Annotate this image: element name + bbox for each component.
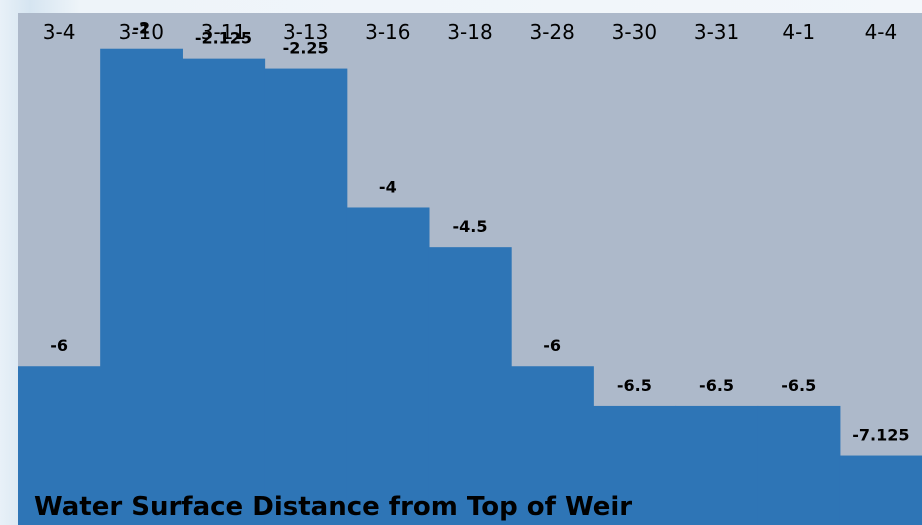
data-label: -6 xyxy=(50,336,68,355)
data-label: -6 xyxy=(543,336,561,355)
category-label: 3-13 xyxy=(283,20,328,44)
bar-3-10 xyxy=(100,48,183,525)
bar-chart: 3-4 3-10 3-11 3-13 3-16 3-18 3-28 3-30 3-31 4-1 4-… xyxy=(18,19,922,525)
data-label: -6.5 xyxy=(617,376,652,395)
category-label: 3-4 xyxy=(43,20,76,44)
data-label: -7.125 xyxy=(852,426,909,445)
bar-3-28 xyxy=(511,366,594,525)
bar-3-11 xyxy=(182,58,266,525)
data-label: -4.5 xyxy=(453,217,488,236)
bar-3-30 xyxy=(593,405,677,525)
bar-3-18 xyxy=(428,247,512,525)
category-label: 4-1 xyxy=(782,20,815,44)
category-label: 3-31 xyxy=(694,20,739,44)
bar-3-4 xyxy=(18,366,101,525)
chart-area: 3-4 3-10 3-11 3-13 3-16 3-18 3-28 3-30 3-31 4-1 4-… xyxy=(18,13,922,525)
bar-3-13 xyxy=(264,68,348,525)
chart-title: Water Surface Distance from Top of Weir xyxy=(34,492,632,522)
category-label: 3-28 xyxy=(529,20,574,44)
category-label: 3-10 xyxy=(119,20,164,44)
data-label: -2 xyxy=(132,19,150,38)
bar-3-16 xyxy=(346,207,430,525)
bar-4-1 xyxy=(757,405,841,525)
category-label: 4-4 xyxy=(865,20,898,44)
category-label: 3-11 xyxy=(201,20,246,44)
category-label: 3-16 xyxy=(365,20,410,44)
data-label: -6.5 xyxy=(781,376,816,395)
data-label: -4 xyxy=(379,177,397,196)
data-label: -6.5 xyxy=(699,376,734,395)
data-label: -2.25 xyxy=(283,39,329,58)
bar-4-4 xyxy=(839,455,922,525)
category-label: 3-30 xyxy=(612,20,657,44)
bar-3-31 xyxy=(675,405,759,525)
data-label: -2.125 xyxy=(195,29,252,48)
category-label: 3-18 xyxy=(447,20,492,44)
